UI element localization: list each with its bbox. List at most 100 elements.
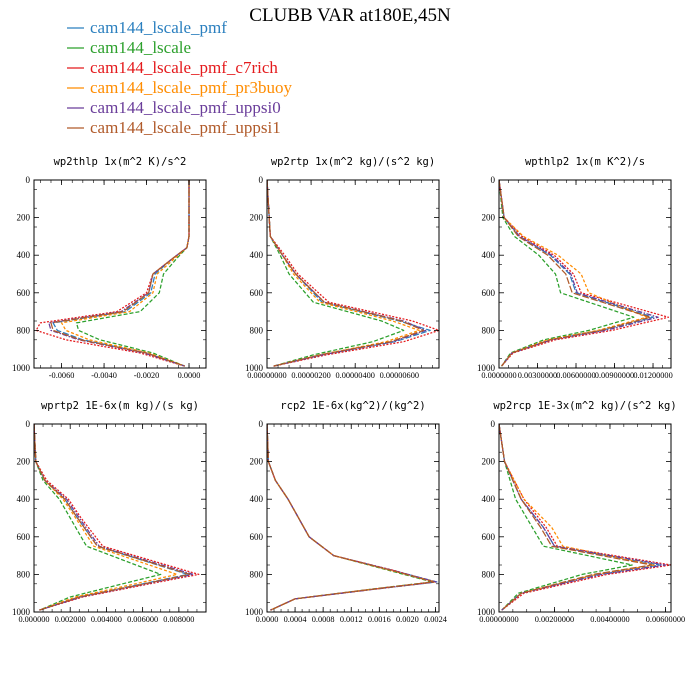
legend-entry: cam144_lscale — [67, 38, 191, 57]
x-tick-label: -0.0060 — [49, 371, 75, 380]
x-tick-label: 0.00000000 — [479, 615, 518, 624]
x-tick-label: 0.0016 — [368, 615, 391, 624]
series-group — [499, 424, 671, 611]
series-line — [34, 424, 189, 611]
panel: wpthlp2 1x(m K^2)/s020040060080010000.00… — [477, 156, 673, 380]
y-tick-label: 200 — [482, 457, 496, 467]
series-group — [499, 180, 670, 367]
x-tick-label: 0.00000000 — [247, 371, 286, 380]
x-tick-label: 0.002000 — [55, 615, 86, 624]
x-tick-label: 0.0000 — [178, 371, 201, 380]
legend-entry: cam144_lscale_pmf — [67, 18, 227, 37]
series-line — [267, 424, 438, 611]
legend-label: cam144_lscale_pmf_pr3buoy — [90, 78, 293, 97]
x-tick-label: 0.00600000 — [646, 615, 685, 624]
series-line — [75, 180, 190, 367]
series-line — [267, 180, 431, 367]
legend-label: cam144_lscale_pmf_uppsi0 — [90, 98, 281, 117]
legend-entry: cam144_lscale_pmf_uppsi0 — [67, 98, 281, 117]
y-tick-label: 0 — [491, 419, 496, 429]
y-tick-label: 0 — [491, 175, 496, 185]
y-tick-label: 400 — [482, 494, 496, 504]
legend: cam144_lscale_pmfcam144_lscalecam144_lsc… — [67, 18, 293, 137]
legend-label: cam144_lscale — [90, 38, 191, 57]
series-line — [499, 180, 654, 367]
series-line — [499, 180, 659, 367]
y-tick-label: 0 — [26, 419, 31, 429]
x-tick-label: 0.00400000 — [590, 615, 629, 624]
y-tick-label: 200 — [482, 213, 496, 223]
series-group — [35, 180, 190, 367]
panel-title: wp2thlp 1x(m^2 K)/s^2 — [54, 156, 187, 168]
series-line — [499, 180, 635, 367]
legend-label: cam144_lscale_pmf_uppsi1 — [90, 118, 281, 137]
y-tick-label: 200 — [250, 213, 264, 223]
x-tick-label: 0.00000200 — [291, 371, 330, 380]
series-line — [267, 180, 420, 367]
x-tick-label: 0.00600000 — [556, 371, 595, 380]
legend-label: cam144_lscale_pmf_c7rich — [90, 58, 278, 77]
panel: wp2rtp 1x(m^2 kg)/(s^2 kg) 0 200 400 600 800 1… — [245, 156, 440, 380]
y-tick-label: 0 — [259, 419, 264, 429]
x-tick-label: 0.004000 — [91, 615, 122, 624]
figure-title: CLUBB VAR at180E,45N — [249, 5, 451, 26]
plot-frame — [266, 179, 440, 369]
y-tick-label: 600 — [482, 288, 496, 298]
series-line — [267, 180, 405, 367]
series-line — [34, 424, 178, 611]
series-line — [499, 424, 667, 611]
y-tick-label: 800 — [482, 325, 496, 335]
series-line — [267, 180, 439, 367]
legend-entry: cam144_lscale_pmf_pr3buoy — [67, 78, 293, 97]
x-tick-label: 0.0000 — [256, 615, 279, 624]
y-tick-label: 200 — [17, 457, 31, 467]
y-tick-label: 400 — [482, 250, 496, 260]
x-tick-label: 0.00900000 — [595, 371, 634, 380]
series-line — [267, 424, 435, 611]
legend-entry: cam144_lscale_pmf_c7rich — [67, 58, 278, 77]
y-tick-label: 400 — [17, 250, 31, 260]
series-group — [267, 180, 439, 367]
plot-frame — [266, 423, 440, 613]
y-tick-label: 600 — [250, 288, 264, 298]
series-line — [267, 180, 425, 367]
y-tick-label: 600 — [250, 532, 264, 542]
series-line — [50, 180, 190, 367]
y-tick-label: 1000 — [12, 607, 31, 617]
y-tick-label: 200 — [17, 213, 31, 223]
series-line — [499, 180, 670, 367]
y-tick-label: 0 — [26, 175, 31, 185]
panel-title: wp2rtp 1x(m^2 kg)/(s^2 kg) — [271, 156, 435, 168]
plot-frame — [33, 179, 207, 369]
x-tick-label: 0.00300000 — [518, 371, 557, 380]
x-tick-label: 0.01200000 — [633, 371, 672, 380]
x-tick-label: 0.0008 — [312, 615, 335, 624]
series-line — [267, 424, 435, 611]
legend-entry: cam144_lscale_pmf_uppsi1 — [67, 118, 281, 137]
legend-label: cam144_lscale_pmf — [90, 18, 227, 37]
y-tick-label: 200 — [250, 457, 264, 467]
series-line — [499, 180, 652, 367]
y-tick-label: 800 — [17, 325, 31, 335]
y-tick-label: 1000 — [477, 363, 496, 373]
x-tick-label: -0.0040 — [91, 371, 117, 380]
series-line — [60, 180, 190, 367]
panel: wprtp2 1E-6x(m kg)/(s kg) 0 200 400 600 800 10… — [12, 400, 207, 624]
x-tick-label: 0.00200000 — [535, 615, 574, 624]
x-tick-label: 0.0024 — [424, 615, 448, 624]
series-line — [35, 180, 190, 367]
series-line — [34, 424, 191, 611]
series-line — [267, 180, 427, 367]
x-tick-label: 0.0000000 — [481, 371, 516, 380]
panel: rcp2 1E-6x(kg^2)/(kg^2) 0 200 400 600 800 1000… — [245, 400, 448, 624]
y-tick-label: 800 — [250, 569, 264, 579]
plot-frame — [498, 179, 672, 369]
series-line — [267, 424, 437, 611]
y-tick-label: 1000 — [12, 363, 31, 373]
x-tick-label: 0.0012 — [340, 615, 363, 624]
series-line — [499, 424, 671, 611]
series-line — [48, 180, 190, 367]
x-tick-label: 0.00000400 — [335, 371, 374, 380]
series-line — [499, 424, 633, 611]
